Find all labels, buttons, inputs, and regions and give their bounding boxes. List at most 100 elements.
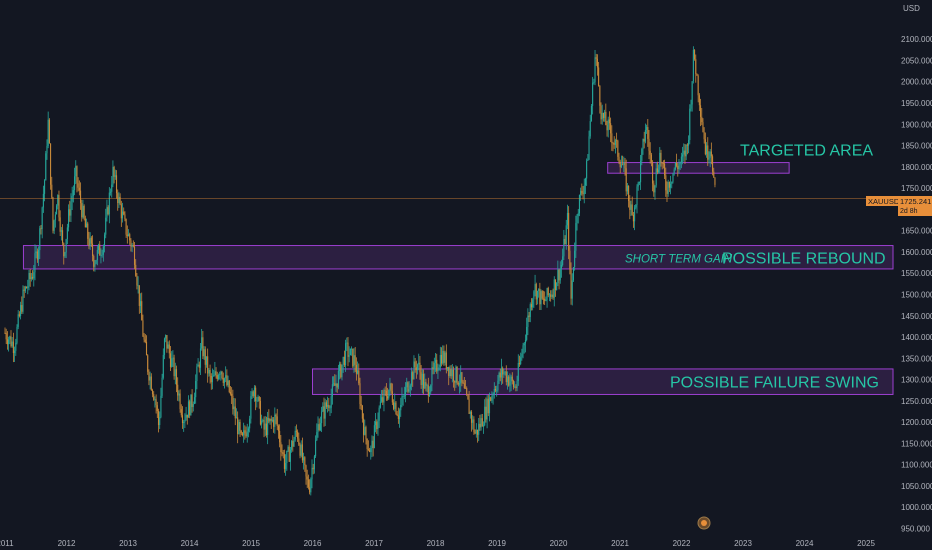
candle-body (413, 361, 415, 380)
candle-body (692, 49, 694, 82)
candle-body (612, 142, 614, 144)
candle-body (171, 358, 173, 367)
candle-body (342, 356, 344, 365)
candle-body (26, 287, 28, 289)
candle-body (265, 423, 267, 436)
candle-body (118, 196, 120, 204)
candle-body (521, 353, 523, 358)
axis-currency-label: USD (903, 4, 920, 13)
candle-body (32, 277, 34, 279)
candle-body (114, 175, 116, 177)
candle-body (198, 364, 200, 368)
candle-body (275, 414, 277, 417)
candle-body (312, 467, 314, 470)
candle-body (562, 256, 564, 266)
candle-body (712, 156, 714, 172)
candle-body (680, 156, 682, 163)
candle-body (547, 288, 549, 296)
candle-body (52, 197, 54, 231)
candle-body (269, 418, 271, 422)
candle-body (395, 402, 397, 414)
candle-body (285, 463, 287, 469)
price-tag-value-box (898, 196, 932, 216)
candle-body (618, 156, 620, 162)
candle-body (360, 404, 362, 406)
candle-body (233, 406, 235, 410)
candle-body (329, 407, 331, 409)
price-tag-value: 1725.241 (900, 197, 931, 206)
y-tick-label: 1050.000 (901, 482, 932, 491)
candle-body (282, 452, 284, 455)
candle-body (533, 291, 535, 300)
candle-body (389, 383, 391, 390)
candle-body (183, 422, 185, 424)
candle-body (228, 380, 230, 393)
candle-body (683, 150, 685, 155)
candle-body (311, 467, 313, 480)
candle-body (181, 415, 184, 424)
candle-body (264, 423, 266, 430)
candle-body (576, 215, 578, 224)
candle-body (229, 392, 232, 394)
candle-body (288, 446, 290, 462)
candle-body (522, 345, 524, 354)
candle-body (399, 410, 401, 419)
time-axis[interactable]: 2011 2012 2013 2014 2015 2016 2017 2018 2019 2020… (0, 539, 875, 548)
candle-body (485, 406, 487, 420)
candle-body (608, 119, 610, 124)
candle-body (215, 371, 217, 376)
candle-body (421, 373, 423, 386)
candle-body (424, 382, 426, 389)
candle-body (606, 125, 608, 131)
candle-body (508, 376, 510, 386)
candle-body (125, 218, 127, 235)
candle-body (434, 359, 437, 363)
candle-body (255, 387, 257, 402)
zone-box[interactable] (607, 162, 790, 174)
candle-body (620, 164, 622, 168)
candle-body (636, 186, 638, 205)
candle-body (82, 205, 84, 218)
candle-body (199, 348, 202, 368)
candle-body (592, 82, 594, 106)
candle-body (412, 372, 414, 380)
timeline-marker-icon[interactable] (697, 516, 711, 530)
candle-body (124, 214, 126, 219)
y-tick-label: 1500.000 (901, 290, 932, 299)
candle-body (414, 361, 416, 368)
candle-body (231, 393, 233, 396)
candle-body (216, 375, 218, 380)
candle-body (406, 382, 408, 388)
candle-body (516, 381, 518, 389)
candle-body (235, 417, 238, 419)
candle-body (64, 252, 66, 257)
candle-body (213, 375, 215, 377)
candle-body (643, 138, 645, 142)
candle-body (625, 168, 627, 192)
candle-body (666, 190, 668, 194)
candle-body (594, 57, 596, 82)
candle-body (534, 284, 536, 292)
candle-body (109, 191, 112, 193)
candle-body (440, 354, 443, 364)
candle-body (11, 341, 13, 347)
candle-body (599, 85, 601, 106)
candle-body (616, 140, 618, 142)
candle-body (590, 105, 592, 122)
candle-body (172, 357, 174, 359)
candle-body (443, 350, 445, 363)
candle-body (564, 239, 566, 245)
candle-body (385, 390, 387, 397)
candle-body (403, 395, 405, 397)
candle-body (106, 207, 108, 218)
zone-box[interactable] (22, 245, 894, 270)
candle-body (358, 370, 360, 384)
candle-body (62, 230, 64, 244)
candle-body (45, 153, 47, 181)
candle-body (538, 288, 540, 291)
candle-body (234, 406, 236, 419)
candle-body (87, 223, 89, 239)
price-axis[interactable]: USD 950.000 1000.000 1050.000 1100.000 1150.… (901, 4, 932, 534)
candle-body (251, 391, 253, 397)
